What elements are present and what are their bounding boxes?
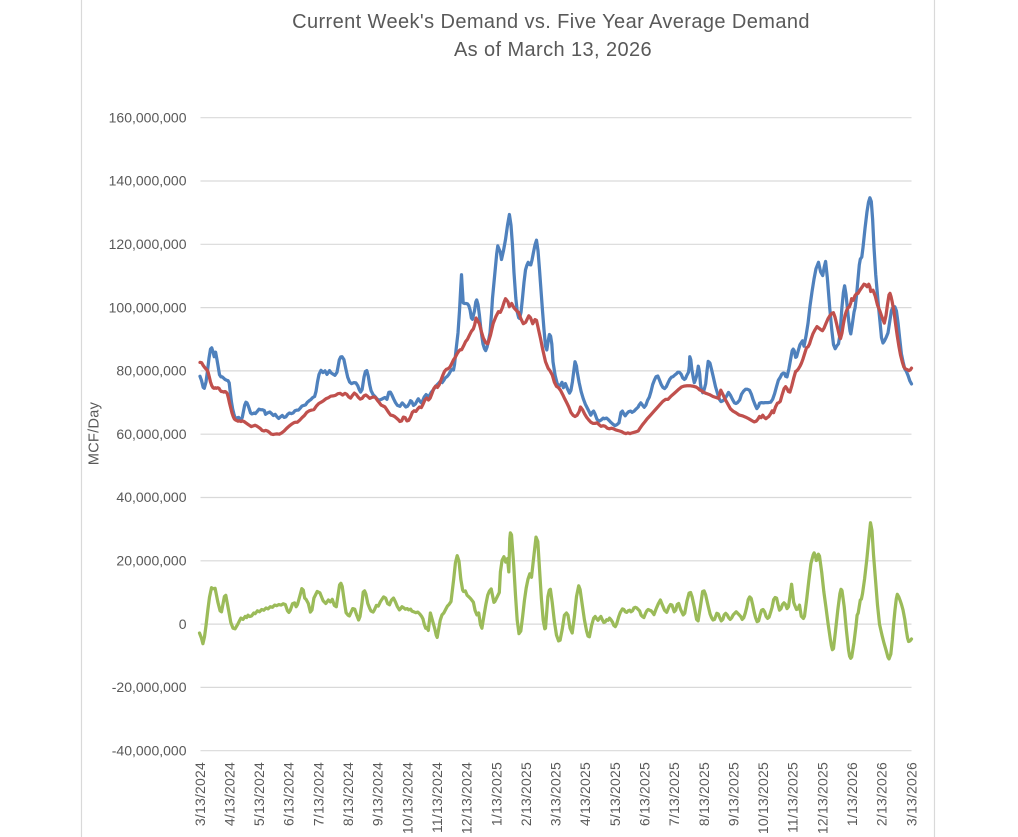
svg-text:7/13/2024: 7/13/2024: [310, 762, 326, 826]
svg-text:MCF/Day: MCF/Day: [87, 401, 103, 465]
svg-text:-20,000,000: -20,000,000: [112, 679, 187, 695]
svg-text:3/13/2026: 3/13/2026: [903, 762, 919, 826]
svg-text:2/13/2025: 2/13/2025: [518, 762, 534, 826]
svg-text:60,000,000: 60,000,000: [116, 426, 186, 442]
svg-text:8/13/2024: 8/13/2024: [340, 762, 356, 826]
svg-text:1/13/2026: 1/13/2026: [844, 762, 860, 826]
svg-text:100,000,000: 100,000,000: [109, 299, 187, 315]
svg-text:As of March 13, 2026: As of March 13, 2026: [454, 39, 652, 61]
svg-text:80,000,000: 80,000,000: [116, 363, 186, 379]
svg-text:4/13/2024: 4/13/2024: [221, 762, 237, 826]
svg-text:11/13/2024: 11/13/2024: [429, 762, 445, 833]
svg-text:8/13/2025: 8/13/2025: [696, 762, 712, 826]
svg-text:40,000,000: 40,000,000: [116, 489, 186, 505]
svg-text:9/13/2025: 9/13/2025: [725, 762, 741, 826]
svg-text:12/13/2024: 12/13/2024: [459, 762, 475, 834]
svg-text:10/13/2024: 10/13/2024: [399, 762, 415, 834]
svg-text:3/13/2024: 3/13/2024: [192, 762, 208, 826]
svg-text:9/13/2024: 9/13/2024: [370, 762, 386, 826]
svg-text:3/13/2025: 3/13/2025: [548, 762, 564, 826]
svg-text:6/13/2024: 6/13/2024: [281, 762, 297, 826]
svg-text:2/13/2026: 2/13/2026: [874, 762, 890, 826]
svg-text:160,000,000: 160,000,000: [109, 109, 187, 125]
svg-text:6/13/2025: 6/13/2025: [636, 762, 652, 826]
svg-text:10/13/2025: 10/13/2025: [755, 762, 771, 834]
svg-text:7/13/2025: 7/13/2025: [666, 762, 682, 826]
svg-text:Current Week's Demand vs. Five: Current Week's Demand vs. Five Year Aver…: [292, 11, 810, 33]
svg-text:140,000,000: 140,000,000: [109, 173, 187, 189]
svg-text:11/13/2025: 11/13/2025: [785, 762, 801, 833]
svg-text:0: 0: [179, 616, 187, 632]
svg-text:-40,000,000: -40,000,000: [112, 742, 187, 758]
svg-text:5/13/2024: 5/13/2024: [251, 762, 267, 826]
svg-text:12/13/2025: 12/13/2025: [814, 762, 830, 834]
svg-text:5/13/2025: 5/13/2025: [607, 762, 623, 826]
svg-text:120,000,000: 120,000,000: [109, 236, 187, 252]
svg-text:20,000,000: 20,000,000: [116, 553, 186, 569]
svg-text:1/13/2025: 1/13/2025: [488, 762, 504, 826]
svg-text:4/13/2025: 4/13/2025: [577, 762, 593, 826]
